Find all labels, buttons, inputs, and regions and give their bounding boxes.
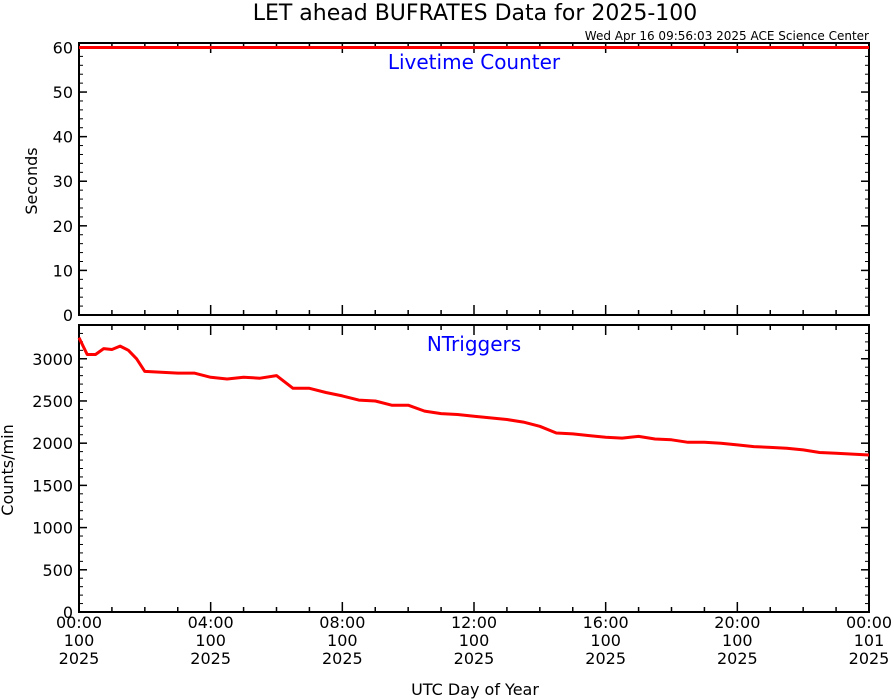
x-tick-time-label: 08:00 bbox=[319, 613, 365, 632]
x-tick-year-label: 2025 bbox=[717, 649, 758, 668]
panel-livetime-title: Livetime Counter bbox=[388, 50, 561, 74]
panel-livetime: Livetime Counter Seconds 0 10 20 30 40 50 60 bbox=[22, 38, 870, 325]
x-tick-time-label: 04:00 bbox=[188, 613, 234, 632]
y-tick-label: 60 bbox=[53, 38, 73, 57]
x-tick-time-label: 00:00 bbox=[56, 613, 102, 632]
x-tick-time-label: 00:00 bbox=[846, 613, 892, 632]
x-tick-day-label: 100 bbox=[722, 631, 753, 650]
x-tick-day-label: 100 bbox=[195, 631, 226, 650]
chart-title: LET ahead BUFRATES Data for 2025-100 bbox=[253, 1, 698, 26]
panel-livetime-ticks: 0 10 20 30 40 50 60 bbox=[53, 38, 870, 325]
panel-ntriggers-ticks: 0 500 1000 1500 2000 2500 3000 bbox=[32, 324, 870, 622]
y-tick-label: 30 bbox=[53, 172, 73, 191]
y-tick-label: 2500 bbox=[32, 392, 73, 411]
y-tick-label: 1500 bbox=[32, 476, 73, 495]
x-tick-year-label: 2025 bbox=[849, 649, 890, 668]
x-axis-label: UTC Day of Year bbox=[411, 680, 539, 699]
x-tick-day-label: 100 bbox=[459, 631, 490, 650]
y-tick-label: 50 bbox=[53, 83, 73, 102]
y-tick-label: 10 bbox=[53, 261, 73, 280]
x-tick-day-label: 100 bbox=[327, 631, 358, 650]
series-line bbox=[77, 337, 870, 457]
x-tick-year-label: 2025 bbox=[585, 649, 626, 668]
y-tick-label: 40 bbox=[53, 128, 73, 147]
x-tick-year-label: 2025 bbox=[190, 649, 231, 668]
x-tick-year-label: 2025 bbox=[454, 649, 495, 668]
panel-livetime-frame bbox=[78, 42, 870, 316]
x-tick-day-label: 101 bbox=[854, 631, 885, 650]
panel-livetime-ylabel: Seconds bbox=[22, 147, 41, 214]
x-tick-year-label: 2025 bbox=[322, 649, 363, 668]
panel-ntriggers-frame bbox=[78, 324, 870, 613]
panel-ntriggers-ylabel: Counts/min bbox=[0, 424, 17, 515]
x-tick-day-label: 100 bbox=[590, 631, 621, 650]
x-tick-time-label: 12:00 bbox=[451, 613, 497, 632]
x-axis-ticks: 00:00100202504:00100202508:00100202512:0… bbox=[56, 613, 892, 668]
y-tick-label: 0 bbox=[63, 603, 73, 622]
panel-ntriggers-series bbox=[77, 337, 870, 457]
timestamp-label: Wed Apr 16 09:56:03 2025 ACE Science Cen… bbox=[585, 29, 869, 43]
y-tick-label: 500 bbox=[42, 561, 73, 580]
panel-ntriggers-title: NTriggers bbox=[427, 332, 521, 356]
x-tick-time-label: 16:00 bbox=[583, 613, 629, 632]
x-tick-day-label: 100 bbox=[64, 631, 95, 650]
y-tick-label: 20 bbox=[53, 217, 73, 236]
y-tick-label: 3000 bbox=[32, 350, 73, 369]
y-tick-label: 2000 bbox=[32, 434, 73, 453]
y-tick-label: 1000 bbox=[32, 519, 73, 538]
x-tick-time-label: 20:00 bbox=[714, 613, 760, 632]
y-tick-label: 0 bbox=[63, 306, 73, 325]
x-tick-year-label: 2025 bbox=[59, 649, 100, 668]
panel-ntriggers: NTriggers Counts/min 0 500 1000 1500 2000 250… bbox=[0, 324, 870, 622]
